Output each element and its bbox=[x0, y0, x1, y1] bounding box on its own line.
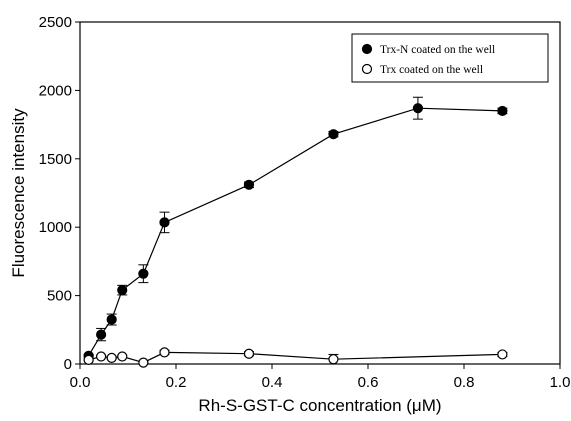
series-2 bbox=[83, 347, 508, 368]
data-series bbox=[83, 96, 508, 368]
data-point bbox=[106, 314, 117, 325]
y-tick-label: 0 bbox=[64, 356, 72, 373]
data-point bbox=[328, 129, 339, 140]
legend-entry: Trx coated on the well bbox=[380, 64, 483, 76]
y-tick-label: 1500 bbox=[39, 151, 72, 168]
data-point bbox=[138, 268, 149, 279]
data-point bbox=[83, 354, 94, 365]
x-tick-label: 0.0 bbox=[70, 374, 91, 391]
y-tick-label: 2000 bbox=[39, 82, 72, 99]
legend-box bbox=[351, 33, 549, 83]
plot-border bbox=[79, 21, 561, 365]
y-tick-label: 500 bbox=[47, 288, 72, 305]
series-1 bbox=[83, 96, 508, 361]
data-point bbox=[96, 351, 107, 362]
legend-marker bbox=[361, 63, 373, 75]
data-point bbox=[96, 329, 107, 340]
series-line bbox=[88, 107, 503, 357]
y-tick-label: 1000 bbox=[39, 219, 72, 236]
data-point bbox=[328, 354, 339, 365]
data-point bbox=[159, 217, 170, 228]
x-axis-label: Rh-S-GST-C concentration (μM) bbox=[198, 396, 441, 415]
legend-entry: Trx-N coated on the well bbox=[380, 44, 495, 56]
data-point bbox=[243, 348, 255, 359]
legend: Trx-N coated on the well Trx coated on th… bbox=[351, 33, 549, 83]
data-point bbox=[117, 351, 128, 362]
data-point bbox=[117, 285, 128, 296]
data-point bbox=[497, 105, 508, 117]
legend-marker bbox=[361, 43, 373, 55]
data-point bbox=[497, 349, 508, 360]
x-tick-label: 0.2 bbox=[166, 374, 187, 391]
plot-area bbox=[79, 21, 561, 365]
data-point bbox=[412, 103, 424, 114]
x-tick-label: 0.6 bbox=[358, 374, 379, 391]
x-tick-label: 1.0 bbox=[550, 374, 571, 391]
series-line bbox=[88, 351, 503, 364]
y-tick-label: 2500 bbox=[39, 14, 72, 31]
data-point bbox=[243, 179, 255, 190]
data-point bbox=[138, 357, 149, 368]
axis-ticks: 0.0 0.2 0.4 0.6 0.8 1.0 0 500 1000 1500 2000 2500 bbox=[39, 14, 571, 391]
x-tick-label: 0.4 bbox=[262, 374, 283, 391]
data-point bbox=[106, 352, 117, 363]
x-tick-label: 0.8 bbox=[454, 374, 475, 391]
y-axis-label: Fluorescence intensity bbox=[9, 108, 28, 278]
data-point bbox=[159, 347, 170, 358]
